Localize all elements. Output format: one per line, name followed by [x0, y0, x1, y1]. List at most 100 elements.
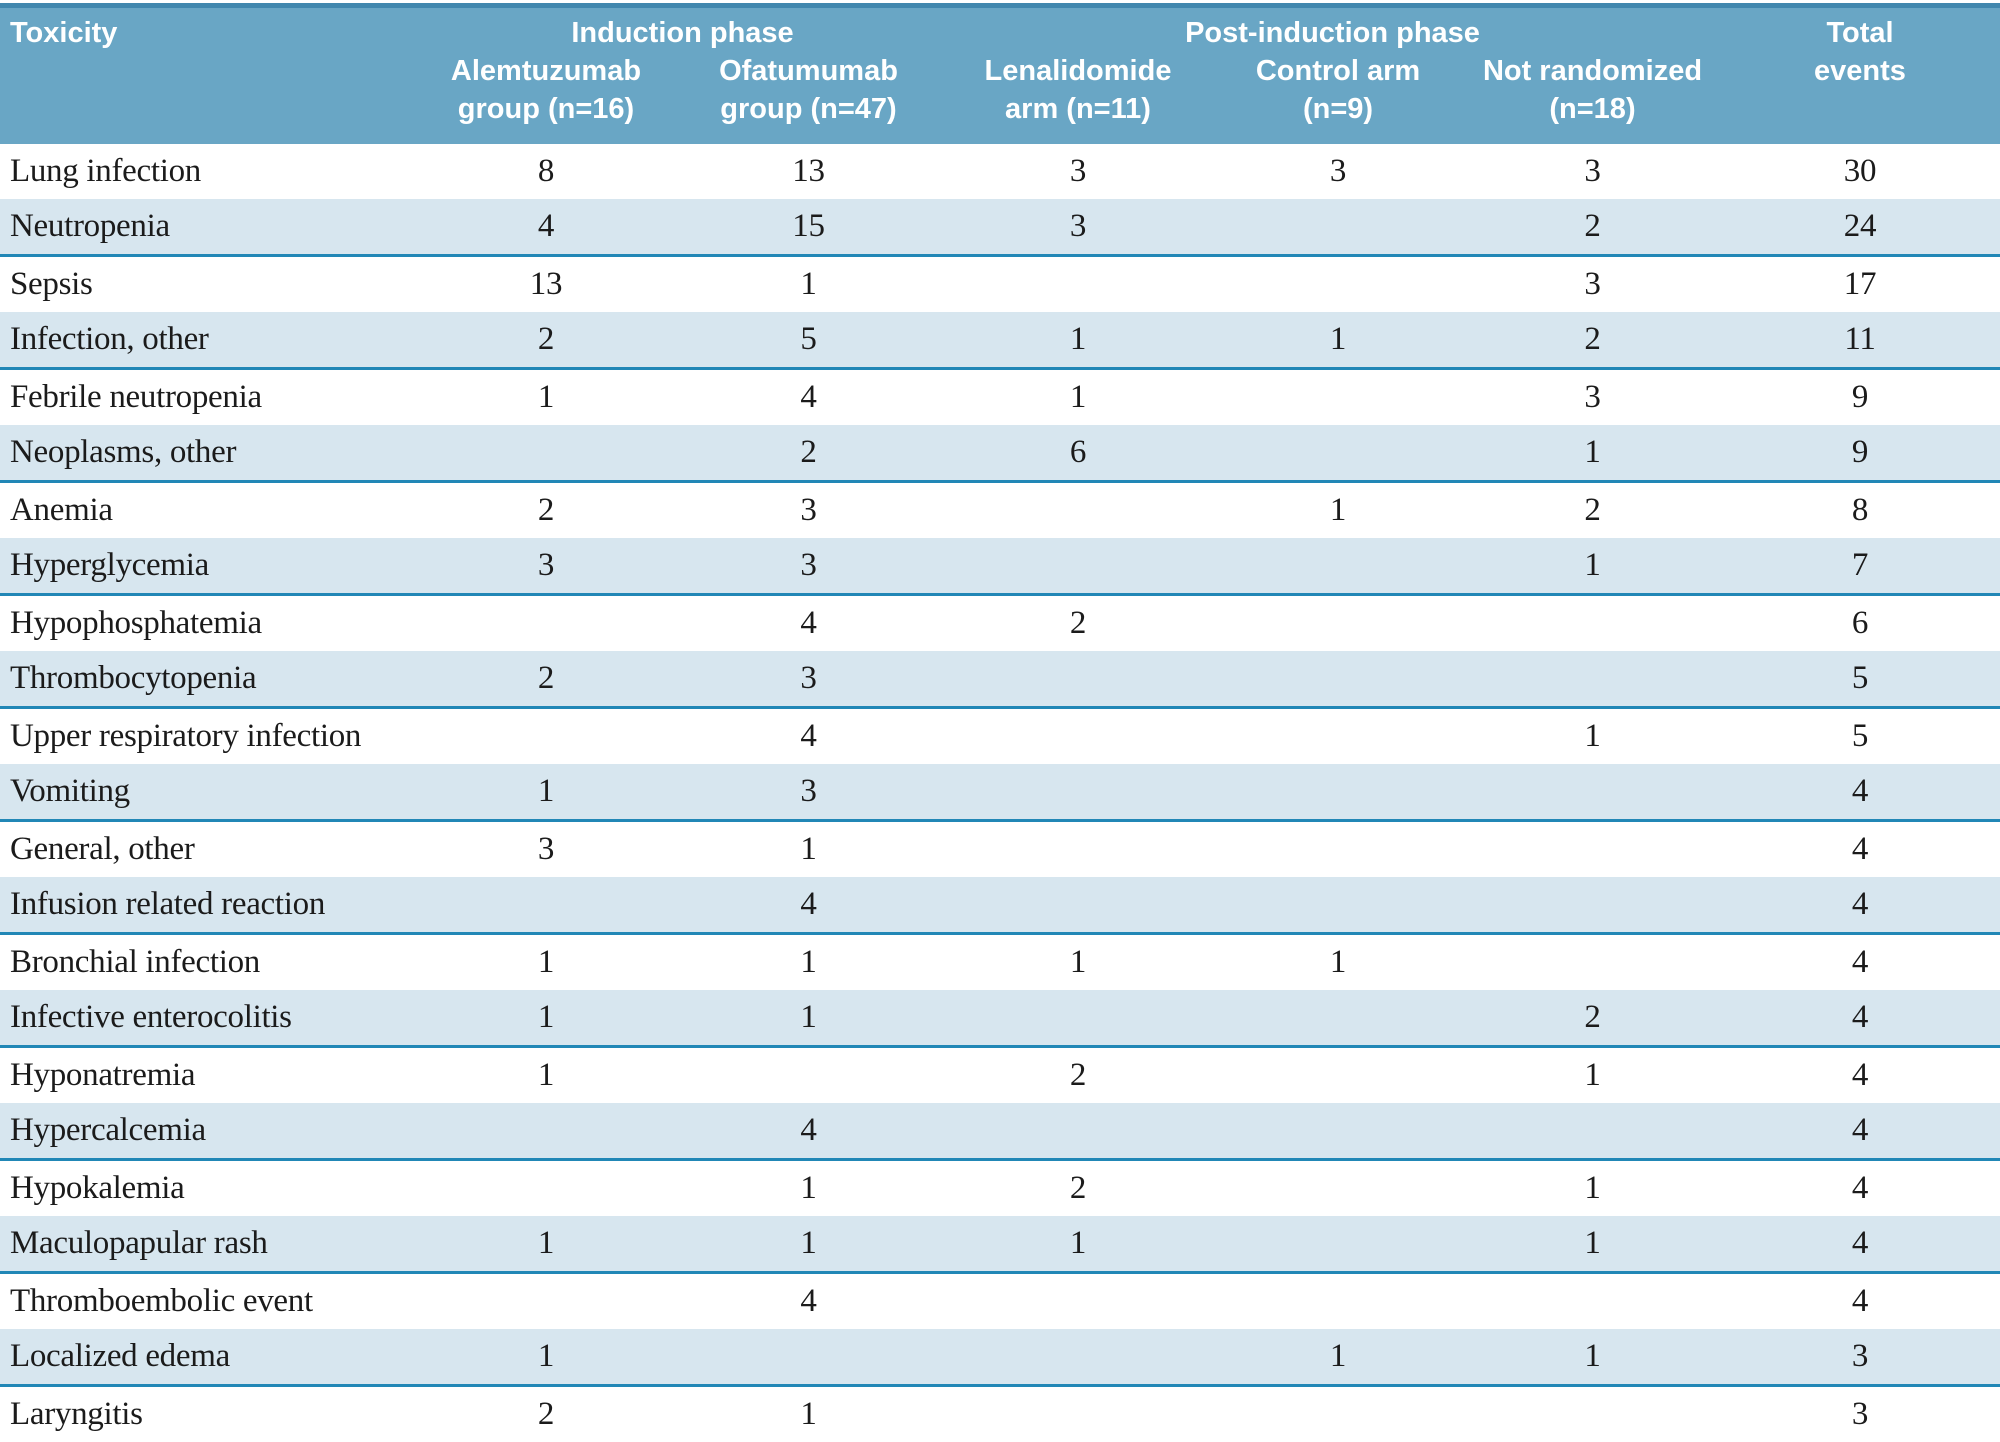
value-cell: 1	[800, 1225, 817, 1261]
value-cell: 4	[1851, 773, 1869, 809]
value-cell	[945, 482, 1211, 539]
toxicity-cell: Febrile neutropenia	[10, 379, 262, 415]
value-cell: 8	[537, 153, 555, 189]
value-cell: 5	[1851, 718, 1869, 754]
value-cell: 1	[537, 1225, 555, 1261]
table-row: Hypokalemia 1 2 1 4	[0, 1160, 2000, 1217]
value-cell: 2	[537, 321, 555, 357]
table-row: Thromboembolic event 4 4	[0, 1273, 2000, 1330]
table-row: Maculopapular rash 1 1 1 1 4	[0, 1216, 2000, 1273]
value-cell	[420, 1273, 672, 1330]
col-header-total-events: Total events	[1720, 5, 2000, 144]
value-cell: 3	[1329, 153, 1347, 189]
value-cell	[945, 1273, 1211, 1330]
value-cell: 2	[537, 1396, 555, 1432]
value-cell: 2	[1069, 1170, 1087, 1206]
toxicity-cell: Vomiting	[10, 773, 130, 809]
value-cell: 4	[1851, 1170, 1869, 1206]
toxicity-cell: General, other	[10, 831, 195, 867]
table-body: Lung infection 8 13 3 3 3 30 Neutropenia 4 15 3 2 24…	[0, 144, 2000, 1442]
value-cell: 1	[800, 944, 817, 980]
value-cell: 1	[800, 999, 817, 1035]
value-cell: 2	[1069, 605, 1087, 641]
table-row: Localized edema 1 1 1 3	[0, 1329, 2000, 1386]
value-cell	[1211, 538, 1465, 595]
table-header: Toxicity Induction phase Post-induction …	[0, 5, 2000, 144]
value-cell: 1	[537, 1338, 555, 1374]
value-cell	[1211, 199, 1465, 256]
value-cell: 1	[537, 999, 555, 1035]
col-header-not-randomized: Not randomized (n=18)	[1465, 52, 1720, 144]
value-cell: 3	[800, 547, 817, 583]
value-cell	[1211, 1103, 1465, 1160]
value-cell: 2	[537, 492, 555, 528]
value-cell: 4	[800, 1112, 817, 1148]
value-cell: 3	[1584, 266, 1601, 302]
toxicity-cell: Sepsis	[10, 266, 93, 302]
value-cell	[420, 877, 672, 934]
value-cell: 11	[1844, 321, 1876, 357]
value-cell: 4	[800, 886, 817, 922]
value-cell: 6	[1069, 434, 1087, 470]
value-cell: 5	[800, 321, 817, 357]
value-cell: 5	[1851, 660, 1869, 696]
value-cell: 1	[800, 1170, 817, 1206]
toxicity-cell: Infusion related reaction	[10, 886, 326, 922]
toxicity-cell: Infection, other	[10, 321, 209, 357]
col-header-ofatumumab-group: Ofatumumab group (n=47)	[672, 52, 945, 144]
value-cell: 3	[537, 831, 555, 867]
table-row: Hypercalcemia 4 4	[0, 1103, 2000, 1160]
value-cell	[1211, 256, 1465, 313]
value-cell: 1	[1584, 547, 1601, 583]
value-cell	[1211, 651, 1465, 708]
value-cell	[1211, 821, 1465, 878]
value-cell: 9	[1851, 434, 1869, 470]
table-row: Bronchial infection 1 1 1 1 4	[0, 934, 2000, 991]
value-cell	[672, 1047, 945, 1104]
toxicity-cell: Hypokalemia	[10, 1170, 185, 1206]
value-cell: 9	[1851, 379, 1869, 415]
value-cell: 4	[1851, 1057, 1869, 1093]
value-cell: 1	[1584, 1338, 1601, 1374]
toxicity-cell: Thrombocytopenia	[10, 660, 257, 696]
value-cell: 1	[1329, 944, 1347, 980]
table-row: Anemia 2 3 1 2 8	[0, 482, 2000, 539]
toxicity-cell: Hyponatremia	[10, 1057, 196, 1093]
value-cell	[420, 1103, 672, 1160]
value-cell: 4	[800, 379, 817, 415]
value-cell: 4	[1851, 1225, 1869, 1261]
value-cell	[672, 1329, 945, 1386]
table-row: Laryngitis 2 1 3	[0, 1386, 2000, 1442]
value-cell	[1465, 1386, 1720, 1442]
value-cell: 13	[529, 266, 563, 302]
value-cell: 2	[537, 660, 555, 696]
value-cell: 1	[537, 1057, 555, 1093]
toxicity-cell: Neoplasms, other	[10, 434, 237, 470]
value-cell: 2	[1584, 321, 1601, 357]
value-cell: 1	[1584, 718, 1601, 754]
value-cell: 4	[1851, 999, 1869, 1035]
toxicity-cell: Anemia	[10, 492, 113, 528]
value-cell: 3	[1069, 153, 1087, 189]
col-header-toxicity: Toxicity	[0, 5, 420, 144]
value-cell: 1	[800, 1396, 817, 1432]
value-cell: 3	[800, 773, 817, 809]
value-cell: 1	[537, 944, 555, 980]
toxicity-cell: Upper respiratory infection	[10, 718, 362, 754]
toxicity-cell: Laryngitis	[10, 1396, 143, 1432]
value-cell: 1	[1069, 379, 1087, 415]
table-row: Neutropenia 4 15 3 2 24	[0, 199, 2000, 256]
value-cell: 3	[1069, 208, 1087, 244]
value-cell	[1211, 990, 1465, 1047]
col-header-lenalidomide-arm: Lenalidomide arm (n=11)	[945, 52, 1211, 144]
value-cell	[945, 764, 1211, 821]
table-row: Infection, other 2 5 1 1 2 11	[0, 312, 2000, 369]
value-cell	[945, 1386, 1211, 1442]
table-row: Hyperglycemia 3 3 1 7	[0, 538, 2000, 595]
toxicity-cell: Localized edema	[10, 1338, 230, 1374]
value-cell	[420, 595, 672, 652]
table-row: Thrombocytopenia 2 3 5	[0, 651, 2000, 708]
toxicity-cell: Bronchial infection	[10, 944, 260, 980]
toxicity-table: Toxicity Induction phase Post-induction …	[0, 3, 2000, 1442]
value-cell: 3	[800, 660, 817, 696]
